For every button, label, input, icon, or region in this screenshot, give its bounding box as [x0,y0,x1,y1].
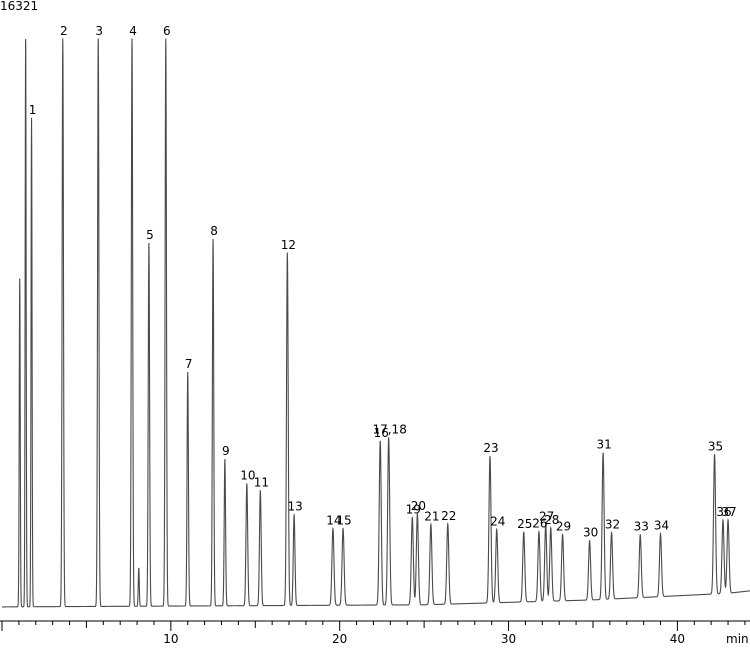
peak-label: 32 [605,518,620,532]
peak-label: 21 [424,509,439,523]
peak-label: 10 [240,468,255,482]
x-tick-label: 30 [501,632,516,646]
peak-label: 17,18 [372,422,406,436]
peak-label: 20 [411,499,426,513]
peak-label: 12 [281,238,296,252]
peak-label: 36 [716,505,731,519]
chromatogram-trace-group [2,38,750,608]
peak-label: 3 [95,24,103,38]
peak-label: 4 [129,24,137,38]
peak-label: 22 [441,509,456,523]
peak-label: 1 [29,103,37,117]
x-tick-label: 20 [332,632,347,646]
peak-label: 5 [146,228,154,242]
x-tick-label: 10 [163,632,178,646]
peak-label: 8 [210,224,218,238]
peak-label: 29 [556,519,571,533]
chromatogram-trace-line [2,38,750,608]
peak-label: 9 [222,444,230,458]
peak-label: 13 [287,500,302,514]
peak-label: 31 [596,438,611,452]
peak-label: 26 [532,517,547,531]
peak-label: 16 [374,426,389,440]
y-max-label: 16321 [0,0,38,13]
peak-label: 23 [483,441,498,455]
peak-label: 37 [721,505,736,519]
peak-label: 25 [517,517,532,531]
peak-label: 28 [544,513,559,527]
peak-label: 15 [336,513,351,527]
peak-label: 33 [634,520,649,534]
peak-label: 30 [583,526,598,540]
peak-label: 14 [326,513,341,527]
peak-label: 24 [490,514,505,528]
peak-label: 7 [185,357,193,371]
peak-label: 34 [654,519,669,533]
peak-label: 11 [254,475,269,489]
x-tick-label: 40 [670,632,685,646]
peak-label: 6 [163,24,171,38]
peak-label: 27 [539,509,554,523]
x-axis: 10 20 30 40 [0,620,750,646]
peak-label: 2 [60,24,68,38]
x-axis-title: min [726,632,749,646]
peak-label: 35 [708,439,723,453]
peak-label: 19 [406,503,421,517]
